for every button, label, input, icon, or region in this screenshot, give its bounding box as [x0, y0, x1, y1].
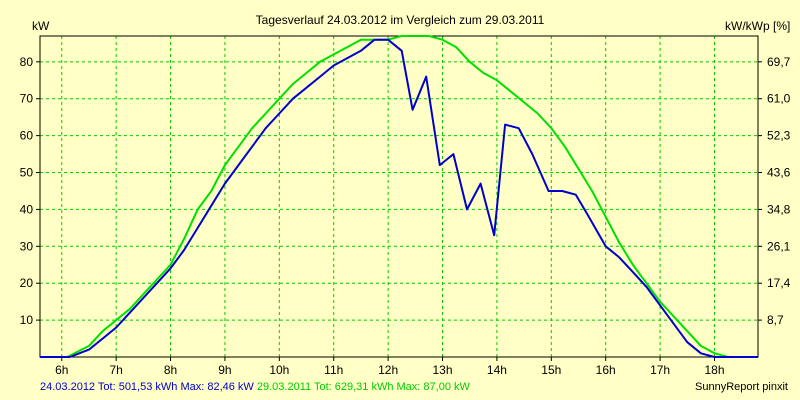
plot-frame — [39, 35, 759, 358]
x-tick-label: 7h — [109, 363, 122, 377]
y-tick-label-left: 10 — [20, 313, 34, 327]
x-tick-label: 16h — [596, 363, 616, 377]
frame-layer — [36, 35, 762, 361]
x-tick-label: 8h — [164, 363, 177, 377]
footer-credit: SunnyReport pinxit — [695, 381, 788, 393]
x-tick-label: 12h — [378, 363, 398, 377]
y-tick-label-right: 52,3 — [767, 129, 791, 143]
x-tick-label: 18h — [704, 363, 724, 377]
x-tick-label: 10h — [269, 363, 289, 377]
y-tick-label-left: 30 — [20, 239, 34, 253]
footer-legend: 24.03.2012 Tot: 501,53 kWh Max: 82,46 kW… — [40, 381, 470, 393]
grid-layer — [40, 36, 758, 357]
y-tick-label-right: 43,6 — [767, 166, 791, 180]
series-layer — [40, 35, 758, 358]
y-tick-label-left: 60 — [20, 129, 34, 143]
x-tick-label: 14h — [487, 363, 507, 377]
y-tick-label-right: 17,4 — [767, 276, 791, 290]
y-axis-right-label: kW/kWp [%] — [725, 19, 790, 33]
x-tick-label: 17h — [650, 363, 670, 377]
y-tick-label-right: 8,7 — [767, 313, 784, 327]
x-tick-label: 6h — [55, 363, 68, 377]
y-tick-label-left: 80 — [20, 55, 34, 69]
series-line-29-03-2011 — [40, 35, 758, 358]
y-tick-label-right: 26,1 — [767, 239, 791, 253]
y-tick-label-right: 69,7 — [767, 55, 791, 69]
y-tick-label-left: 50 — [20, 166, 34, 180]
label-layer: Tagesverlauf 24.03.2012 im Vergleich zum… — [20, 13, 791, 377]
x-tick-label: 15h — [541, 363, 561, 377]
x-tick-label: 9h — [218, 363, 231, 377]
y-tick-label-left: 70 — [20, 92, 34, 106]
legend-entry-2011: 29.03.2011 Tot: 629,31 kWh Max: 87,00 kW — [256, 381, 470, 393]
legend-entry-2012: 24.03.2012 Tot: 501,53 kWh Max: 82,46 kW — [40, 381, 254, 393]
x-tick-label: 11h — [324, 363, 343, 377]
y-tick-label-left: 40 — [20, 202, 34, 216]
series-line-24-03-2012 — [40, 38, 758, 358]
y-tick-label-right: 34,8 — [767, 202, 791, 216]
x-tick-label: 13h — [432, 363, 452, 377]
y-axis-left-label: kW — [32, 19, 50, 33]
y-tick-label-left: 20 — [20, 276, 34, 290]
y-tick-label-right: 61,0 — [767, 92, 791, 106]
chart-title: Tagesverlauf 24.03.2012 im Vergleich zum… — [256, 13, 545, 27]
